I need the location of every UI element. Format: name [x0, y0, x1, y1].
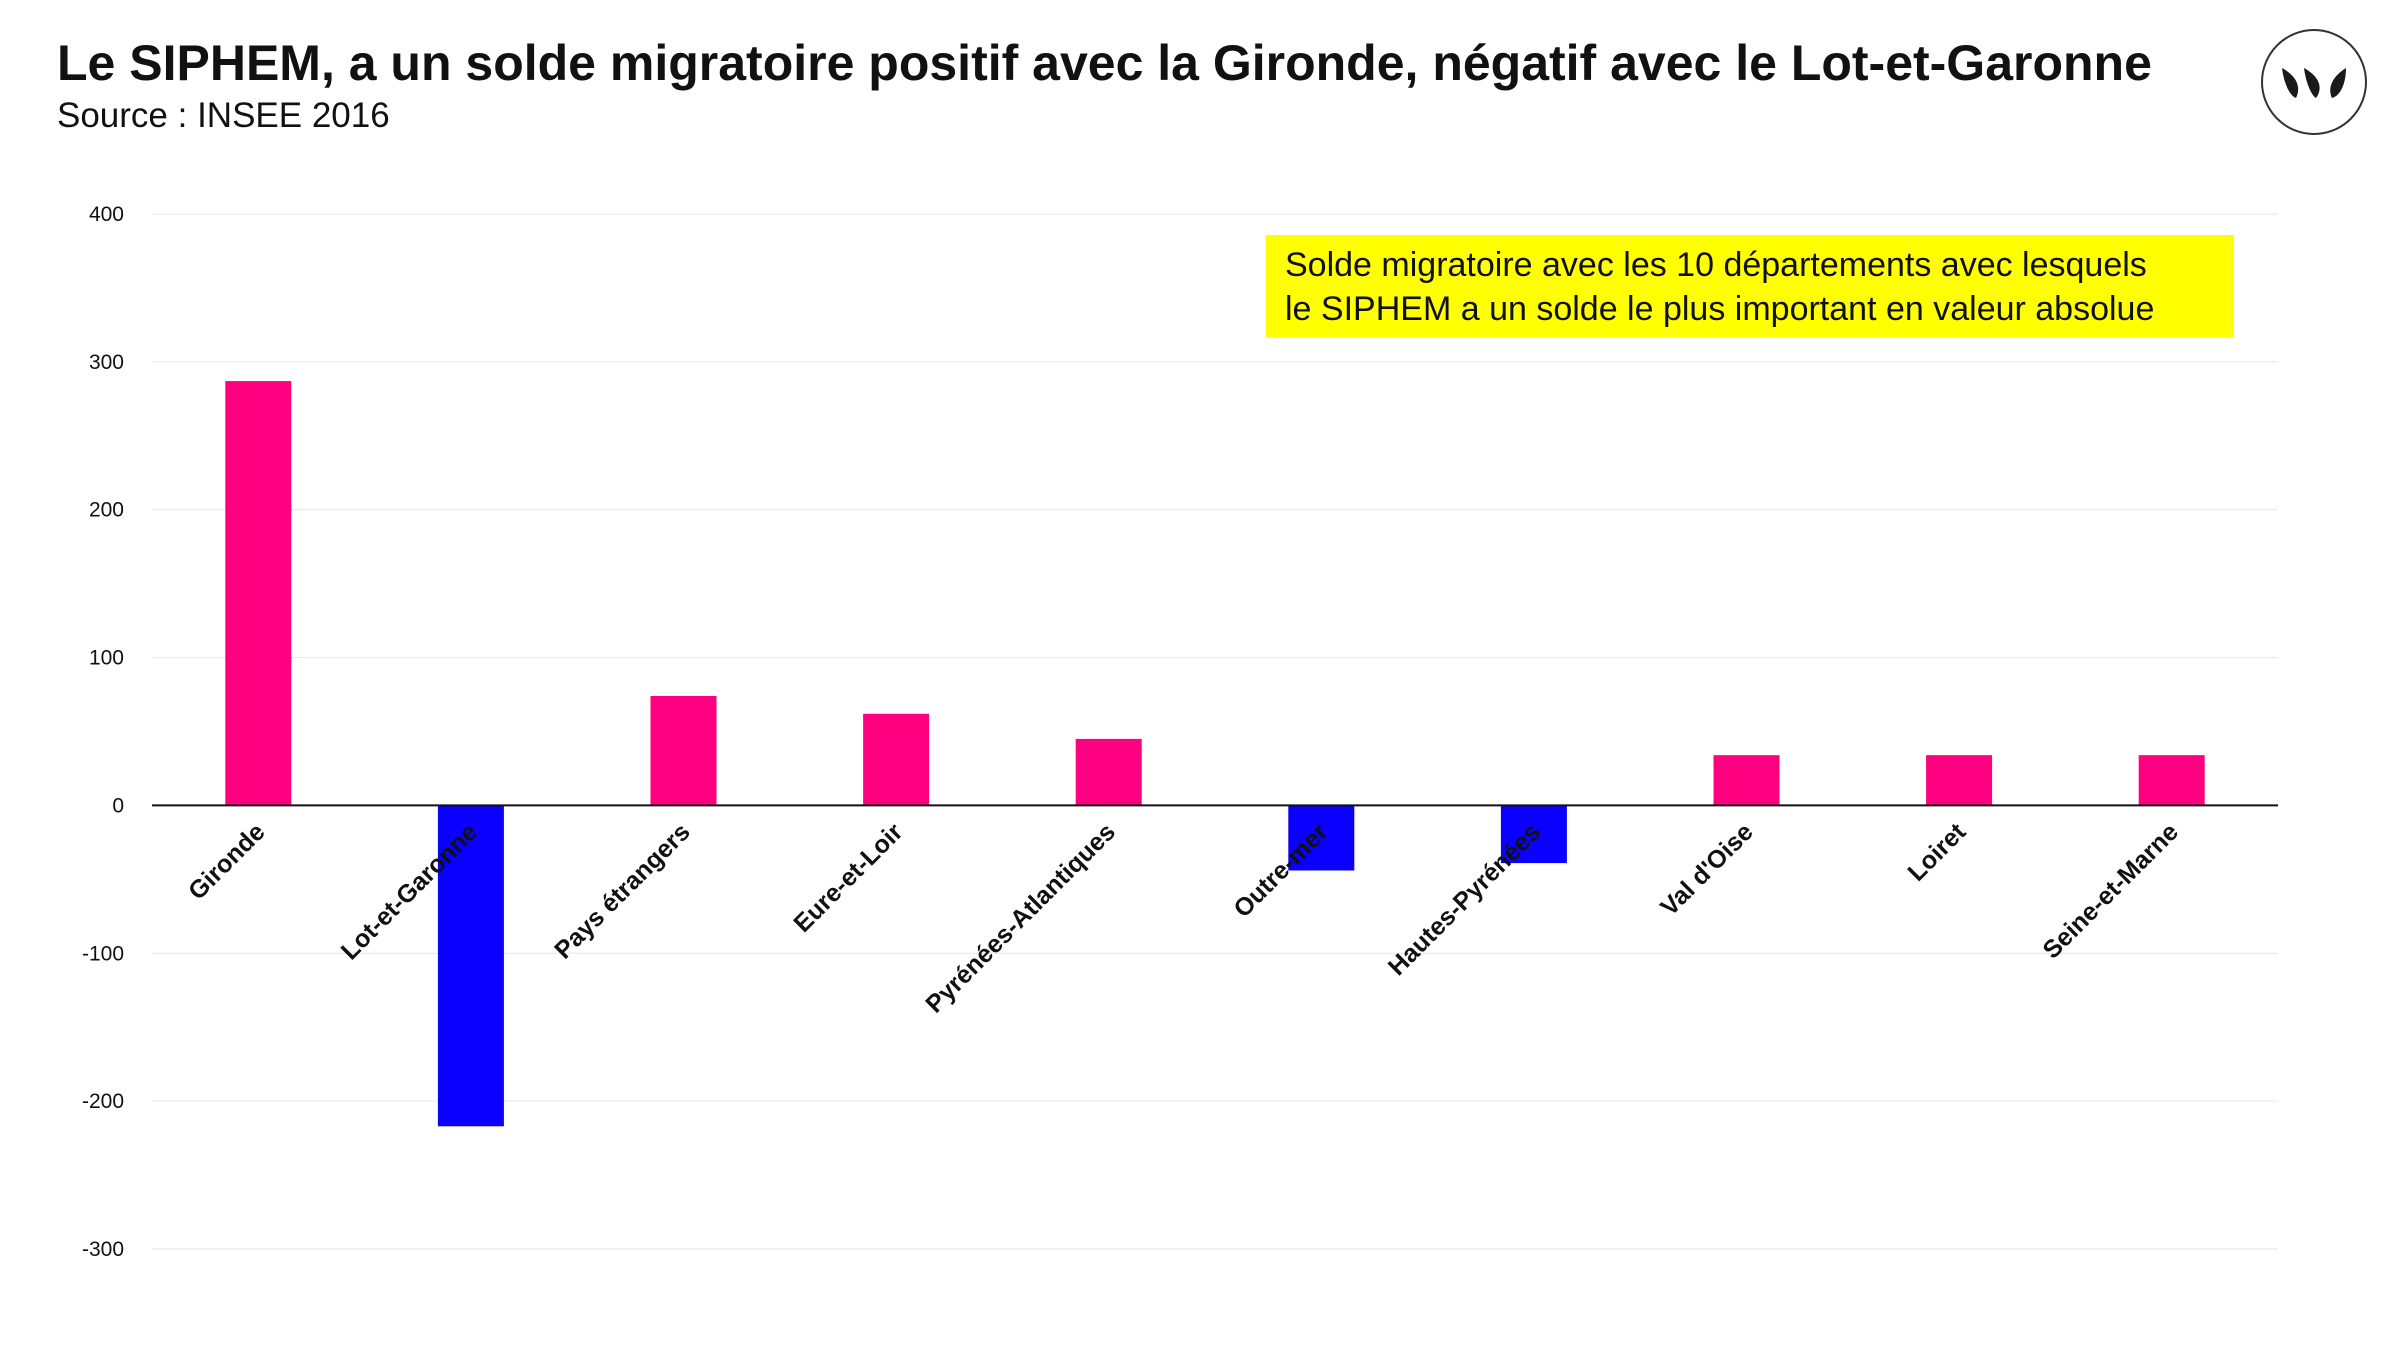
- y-tick-label: -100: [82, 942, 124, 965]
- bar: [2138, 755, 2205, 806]
- bar: [1926, 755, 1993, 806]
- grid-layer: [152, 213, 2278, 1250]
- y-tick-label: -200: [82, 1090, 124, 1113]
- bar: [863, 713, 930, 806]
- annotation-line-1: Solde migratoire avec les 10 département…: [1285, 246, 2147, 284]
- y-tick-label: 400: [89, 203, 124, 226]
- leaves-logo-icon: [2261, 29, 2367, 135]
- bar: [1500, 805, 1567, 864]
- x-category-label: Pays étrangers: [549, 818, 696, 965]
- y-tick-label: 0: [112, 794, 124, 817]
- y-tick-label: -300: [82, 1238, 124, 1261]
- bar: [225, 381, 292, 806]
- x-category-label: Val d'Oise: [1655, 818, 1759, 922]
- y-tick-label: 100: [89, 647, 124, 670]
- x-category-label: Hautes-Pyrénées: [1383, 818, 1546, 981]
- y-tick-label: 200: [89, 499, 124, 522]
- x-category-label: Loiret: [1902, 817, 1971, 886]
- bar: [1075, 738, 1142, 806]
- bar: [1288, 805, 1355, 871]
- bar: [437, 805, 504, 1127]
- page-title: Le SIPHEM, a un solde migratoire positif…: [57, 35, 2152, 91]
- bar: [1713, 755, 1780, 806]
- bar-layer: [225, 381, 2205, 1127]
- chart-annotation-box: Solde migratoire avec les 10 département…: [1266, 235, 2234, 337]
- y-tick-label: 300: [89, 351, 124, 374]
- bar: [650, 696, 717, 806]
- annotation-line-2: le SIPHEM a un solde le plus important e…: [1285, 290, 2155, 328]
- x-category-label: Pyrénées-Atlantiques: [920, 818, 1121, 1019]
- x-category-label: Seine-et-Marne: [2037, 818, 2184, 965]
- source-subtitle: Source : INSEE 2016: [57, 96, 390, 135]
- x-category-label: Gironde: [183, 818, 271, 906]
- x-category-label: Eure-et-Loir: [788, 818, 908, 938]
